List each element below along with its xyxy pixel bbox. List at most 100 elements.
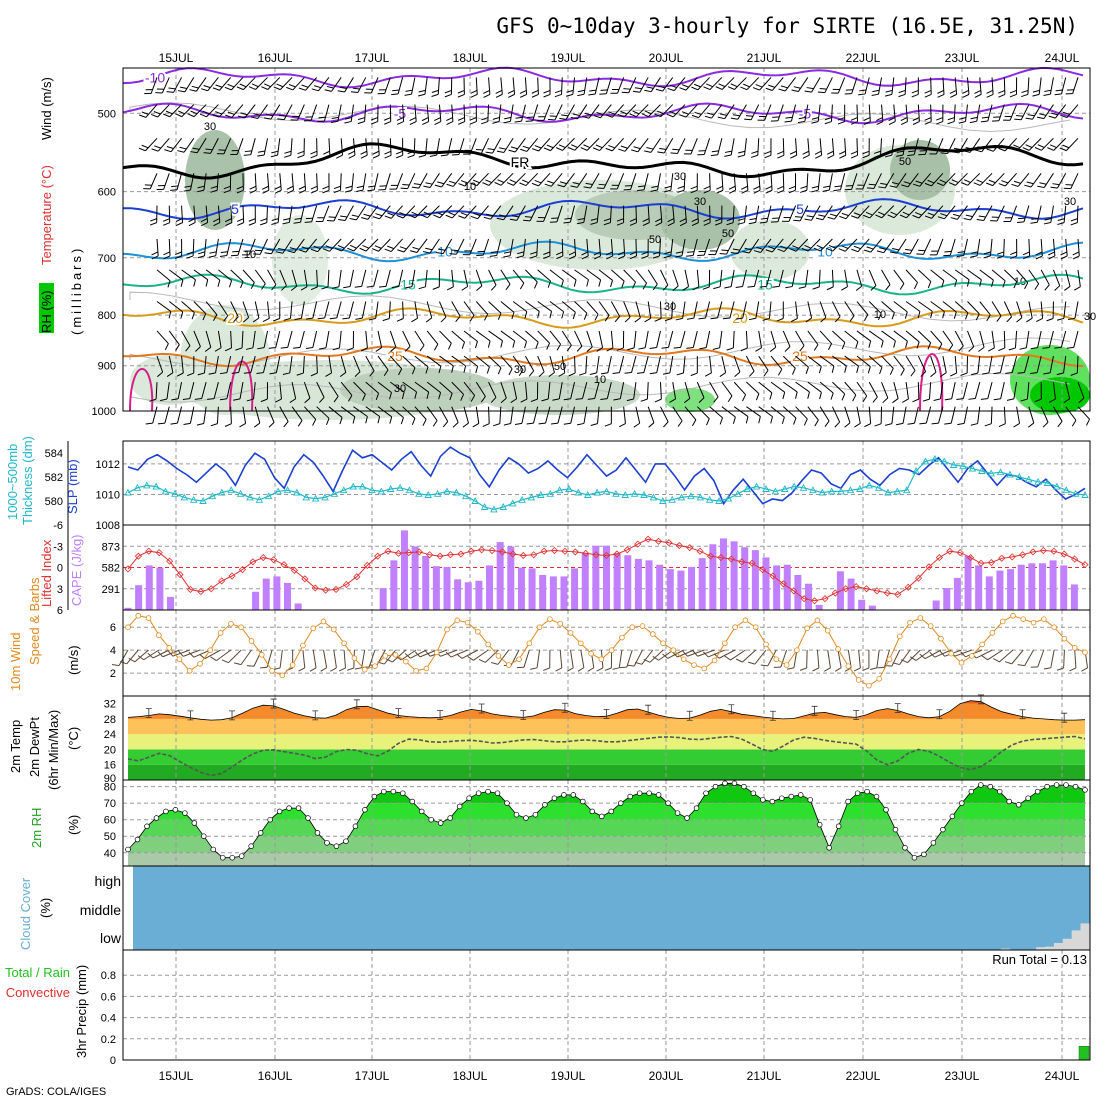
wind-speed-marker [248, 638, 255, 644]
barb-feather [377, 416, 381, 424]
barb-feather [438, 248, 446, 251]
barb-feather [1044, 89, 1052, 93]
barb-feather [691, 222, 699, 227]
barb-feather [749, 370, 755, 377]
barb-feather [430, 150, 438, 154]
barb-feather [319, 397, 325, 403]
thickness-marker [630, 489, 639, 497]
date-label: 19JUL [551, 51, 586, 65]
barb-feather [538, 422, 546, 425]
barb-feather [719, 372, 726, 377]
rh-contour-label: 30 [664, 301, 676, 313]
wind-barb [414, 301, 418, 319]
wind-barb [930, 77, 932, 95]
wind-barb [496, 238, 502, 256]
barb-feather [893, 340, 896, 348]
rh-shade-area [665, 388, 715, 412]
barb-feather [389, 416, 393, 424]
precip-tick: 0 [110, 1055, 116, 1067]
wind-barb [969, 138, 981, 153]
barb-feather [778, 88, 786, 92]
barb-feather [1031, 217, 1039, 220]
barb-feather [637, 189, 645, 192]
barb-feather [298, 87, 306, 91]
barb-feather [589, 372, 597, 375]
barb-feather [710, 317, 718, 320]
wind-barb [464, 172, 477, 187]
li-marker [675, 541, 683, 550]
wind-barb [267, 301, 270, 319]
wind-speed-marker [310, 625, 317, 632]
wind10m-barb [649, 649, 664, 663]
barb-feather [474, 341, 478, 349]
li-marker [883, 589, 891, 597]
li-marker [665, 539, 673, 547]
wind-barb [588, 104, 600, 119]
barb-feather [390, 346, 397, 352]
barb-feather [856, 365, 859, 373]
barb-feather [258, 150, 266, 153]
barb-feather [157, 371, 163, 378]
barb-feather [556, 343, 562, 351]
thickness-line [127, 458, 1086, 511]
barb-feather [699, 347, 707, 350]
thickness-marker [415, 489, 423, 497]
wind-barb [500, 381, 507, 399]
barb-feather [363, 213, 371, 217]
li-marker [176, 571, 184, 579]
barb-feather [874, 423, 882, 427]
wind-barb [1011, 355, 1018, 373]
barb-feather [784, 346, 791, 352]
li-marker [218, 577, 226, 585]
barb-feather [1056, 667, 1064, 671]
barb-feather [515, 116, 523, 119]
wind-barb [659, 238, 661, 256]
wind10m-barb [827, 649, 831, 668]
thickness-marker [499, 503, 508, 510]
barb-feather [321, 286, 329, 290]
barb-feather [227, 111, 235, 115]
wind-barb [327, 269, 330, 287]
barb-feather [531, 148, 539, 152]
wind-barb [451, 355, 466, 367]
barb-feather [457, 93, 465, 98]
barb-feather [927, 212, 935, 216]
wind-barb [770, 381, 785, 393]
wind-barb [291, 406, 303, 421]
barb-feather [937, 89, 944, 94]
barb-feather [470, 395, 476, 402]
barb-feather [160, 398, 168, 402]
wind10m-barb [924, 649, 942, 660]
barb-feather [790, 154, 797, 159]
barb-feather [175, 344, 180, 351]
barb-feather [871, 93, 879, 97]
wind10m-barb [559, 649, 563, 668]
wind-barb [316, 356, 318, 374]
wind-barb [811, 77, 821, 93]
barb-feather [425, 182, 433, 185]
barb-feather [818, 214, 826, 217]
barb-feather [566, 667, 574, 672]
barb-feather [936, 117, 944, 121]
wind-barb [868, 355, 883, 368]
li-marker [717, 554, 725, 562]
barb-feather [929, 651, 936, 658]
isotherm-label: 20 [732, 310, 748, 326]
wind-barb [1065, 269, 1071, 287]
cape-bar [603, 545, 610, 610]
barb-feather [167, 280, 171, 288]
rh-shade-area [130, 355, 210, 405]
barb-feather [765, 185, 773, 190]
rh-marker [532, 811, 539, 818]
barb-feather [230, 254, 238, 257]
wind-barb [766, 205, 772, 223]
wind-speed-marker [886, 656, 893, 663]
wind-barb [963, 238, 968, 256]
barb-feather [577, 89, 585, 93]
barb-feather [802, 154, 810, 159]
wind-barb [957, 205, 968, 220]
wind-barb [488, 381, 497, 398]
rh-marker [646, 790, 652, 796]
barb-feather [605, 114, 613, 118]
barb-feather [788, 185, 796, 190]
